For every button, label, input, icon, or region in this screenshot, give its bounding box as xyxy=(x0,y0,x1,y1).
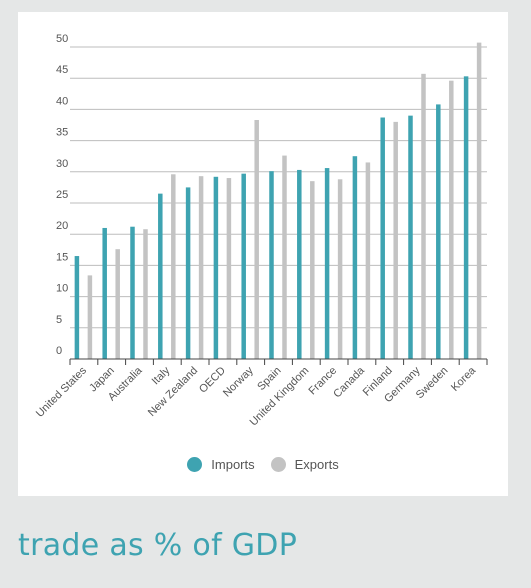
y-tick-label: 10 xyxy=(56,283,68,295)
bar-exports-united-kingdom xyxy=(310,181,315,359)
bar-exports-norway xyxy=(254,120,259,360)
y-tick-label: 20 xyxy=(56,220,68,232)
chart-caption: trade as % of GDP xyxy=(18,528,298,563)
y-tick-label: 30 xyxy=(56,158,68,170)
chart-card: 0 5 10 15 20 25 30 35 40 45 50 United States Japan A… xyxy=(18,12,508,496)
bar-exports-canada xyxy=(365,162,371,359)
y-tick-label: 45 xyxy=(56,64,68,76)
x-tick-label: Norway xyxy=(221,364,256,399)
bar-imports-canada xyxy=(352,156,358,359)
bar-imports-germany xyxy=(408,115,413,359)
gridlines xyxy=(70,46,487,329)
bar-exports-korea xyxy=(476,42,482,360)
bar-chart: 0 5 10 15 20 25 30 35 40 45 50 United StatesJapanA… xyxy=(34,33,488,428)
bar-imports-italy xyxy=(158,193,163,359)
legend: Imports Exports xyxy=(18,457,508,472)
legend-label-imports: Imports xyxy=(211,457,255,472)
bar-exports-germany xyxy=(421,73,426,359)
legend-item-exports[interactable]: Exports xyxy=(270,457,339,472)
y-tick-label: 50 xyxy=(56,33,68,45)
bar-imports-oecd xyxy=(213,176,219,359)
bar-exports-new-zealand xyxy=(198,176,204,359)
bar-imports-new-zealand xyxy=(185,187,191,359)
y-tick-label: 25 xyxy=(56,189,68,201)
bar-exports-sweden xyxy=(449,80,454,360)
x-tick-label: Korea xyxy=(449,364,479,394)
bar-imports-australia xyxy=(130,226,135,359)
legend-label-exports: Exports xyxy=(294,457,339,472)
y-axis-ticks: 0 5 10 15 20 25 30 35 40 45 50 xyxy=(56,33,68,357)
bar-imports-sweden xyxy=(436,104,441,360)
bar-imports-korea xyxy=(463,76,469,359)
legend-item-imports[interactable]: Imports xyxy=(187,457,255,472)
y-tick-label: 15 xyxy=(56,251,68,263)
bar-imports-united-states xyxy=(74,256,80,359)
bar-exports-japan xyxy=(115,249,120,359)
bar-imports-norway xyxy=(241,173,246,359)
imports-swatch-icon xyxy=(187,457,203,472)
exports-swatch-icon xyxy=(270,457,286,472)
bar-exports-finland xyxy=(393,121,398,359)
bar-imports-spain xyxy=(269,171,274,359)
bar-imports-france xyxy=(324,168,330,359)
bar-exports-spain xyxy=(282,155,287,359)
x-tick-label: Canada xyxy=(331,364,367,400)
bar-exports-oecd xyxy=(226,178,232,359)
x-tick-label: Italy xyxy=(150,364,173,387)
bar-imports-japan xyxy=(102,227,107,359)
bar-exports-australia xyxy=(143,229,148,359)
bars xyxy=(74,42,482,360)
bar-exports-united-states xyxy=(87,275,93,359)
bar-exports-italy xyxy=(171,174,176,359)
y-tick-label: 35 xyxy=(56,127,68,139)
y-tick-label: 5 xyxy=(56,314,62,326)
y-tick-label: 0 xyxy=(56,345,62,357)
x-tick-label: United States xyxy=(34,364,90,420)
y-tick-label: 40 xyxy=(56,95,68,107)
bar-exports-france xyxy=(337,179,343,359)
x-axis-tick-marks xyxy=(69,359,488,365)
bar-imports-finland xyxy=(380,117,385,360)
x-tick-label: New Zealand xyxy=(146,365,200,419)
bar-imports-united-kingdom xyxy=(297,169,302,359)
